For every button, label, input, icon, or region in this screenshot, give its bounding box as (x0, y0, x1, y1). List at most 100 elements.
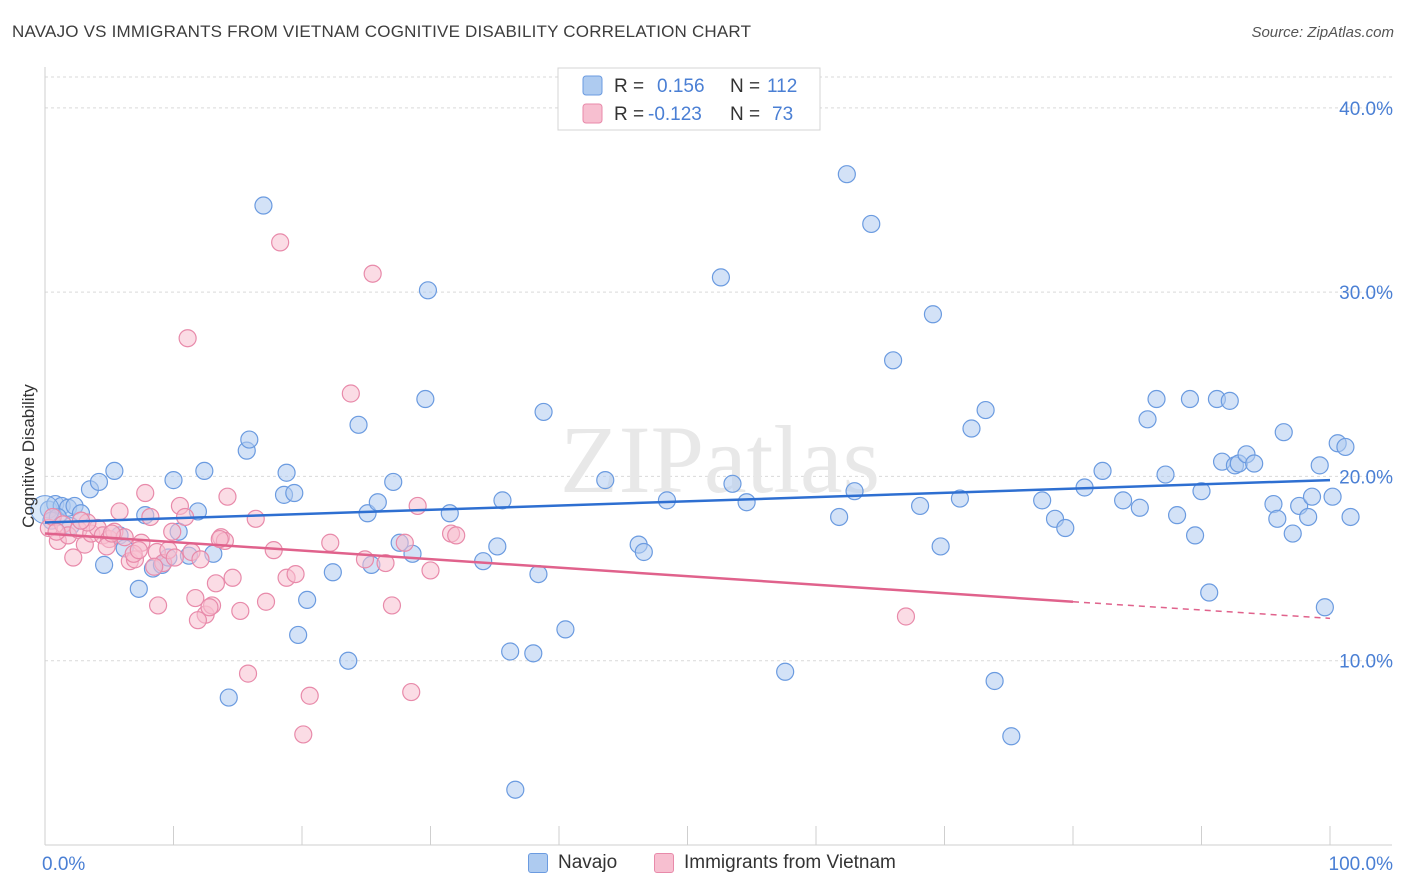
vietnam-point-56 (408, 496, 427, 516)
chart-source: Source: ZipAtlas.com (1251, 24, 1394, 41)
legend-swatch-vietnam-bottom (654, 853, 674, 873)
navajo-point-101 (1315, 598, 1334, 617)
navajo-point-40 (440, 504, 459, 523)
navajo-point-75 (1093, 461, 1112, 480)
legend-swatch-navajo-bottom (528, 853, 548, 873)
navajo-point-105 (1341, 507, 1360, 527)
y-tick-label-3: 40.0% (1339, 99, 1393, 120)
navajo-point-27 (289, 625, 308, 645)
vietnam-point-67 (188, 611, 208, 630)
legend-r-label-vietnam: R = (614, 104, 644, 125)
navajo-point-84 (1192, 482, 1211, 501)
navajo-point-34 (368, 493, 387, 512)
navajo-point-19 (195, 461, 214, 480)
navajo-point-69 (985, 671, 1004, 691)
navajo-point-80 (1156, 465, 1175, 484)
vietnam-point-66 (163, 522, 182, 541)
vietnam-point-48 (321, 533, 340, 552)
vietnam-point-71 (129, 541, 148, 560)
navajo-point-68 (976, 400, 995, 420)
vietnam-point-39 (238, 664, 258, 683)
navajo-point-67 (962, 419, 981, 438)
legend-bottom: Navajo Immigrants from Vietnam (0, 852, 1406, 878)
legend-item-vietnam: Immigrants from Vietnam (654, 852, 896, 874)
navajo-point-45 (506, 780, 525, 799)
navajo-trend-line (44, 478, 1331, 524)
legend-swatch-navajo (582, 75, 603, 96)
vietnam-trend-line-dashed (1072, 600, 1331, 620)
vietnam-point-43 (271, 233, 290, 252)
vietnam-point-13 (110, 502, 129, 521)
vietnam-point-65 (145, 557, 164, 576)
legend-r-value-vietnam: -0.123 (648, 104, 702, 125)
navajo-point-73 (1056, 518, 1075, 538)
vietnam-point-45 (286, 564, 305, 584)
navajo-point-58 (830, 507, 849, 527)
navajo-point-42 (488, 537, 507, 556)
vietnam-point-5 (64, 548, 83, 567)
vietnam-point-27 (178, 329, 197, 348)
navajo-point-44 (501, 642, 520, 661)
y-axis-label: Cognitive Disability (19, 384, 38, 528)
navajo-point-77 (1130, 498, 1149, 517)
navajo-point-31 (349, 415, 368, 434)
navajo-point-8 (95, 555, 114, 574)
axes (44, 67, 1392, 846)
navajo-point-66 (950, 489, 970, 508)
navajo-point-95 (1274, 423, 1293, 442)
navajo-point-64 (923, 305, 943, 324)
navajo-point-79 (1147, 389, 1166, 409)
vietnam-point-21 (148, 596, 168, 615)
legend-swatch-vietnam (582, 103, 603, 124)
navajo-point-98 (1299, 507, 1318, 527)
y-tick-label-1: 20.0% (1339, 467, 1393, 488)
vietnam-point-41 (256, 592, 276, 611)
navajo-point-47 (529, 564, 548, 584)
legend-r-value-navajo: 0.156 (657, 76, 705, 97)
legend-n-value-vietnam: 73 (772, 104, 793, 125)
navajo-point-92 (1245, 454, 1264, 473)
navajo-point-46 (524, 644, 543, 663)
legend-label-vietnam: Immigrants from Vietnam (684, 852, 896, 873)
navajo-point-55 (723, 474, 742, 493)
vietnam-point-47 (300, 686, 319, 705)
vietnam-point-46 (294, 725, 313, 744)
x-tick-labels: 0.0% 100.0% (42, 854, 1393, 875)
navajo-point-94 (1268, 509, 1287, 528)
navajo-point-53 (657, 491, 677, 510)
navajo-point-85 (1200, 583, 1219, 602)
vietnam-point-37 (223, 568, 242, 587)
navajo-point-59 (837, 165, 856, 184)
navajo-point-71 (1033, 491, 1052, 510)
navajo-point-54 (711, 268, 731, 287)
legend-item-navajo: Navajo (528, 852, 617, 874)
navajo-point-57 (776, 662, 795, 681)
vietnam-point-51 (363, 264, 382, 283)
navajo-point-38 (416, 389, 435, 409)
legend-top: R = 0.156 N = 112 R = -0.123 N = 73 (557, 67, 821, 131)
vietnam-point-30 (191, 550, 210, 569)
y-tick-label-2: 30.0% (1339, 283, 1393, 304)
navajo-point-70 (1002, 727, 1021, 746)
vietnam-trend-line (44, 532, 1074, 603)
navajo-point-29 (323, 563, 342, 582)
legend-n-label-navajo: N = (730, 76, 760, 97)
navajo-point-23 (254, 196, 273, 215)
legend-r-label-navajo: R = (614, 76, 644, 97)
navajo-point-99 (1302, 487, 1322, 506)
vietnam-point-72 (200, 598, 219, 617)
navajo-point-52 (634, 542, 653, 562)
vietnam-point-55 (402, 682, 421, 702)
navajo-point-76 (1114, 491, 1133, 510)
navajo-point-30 (339, 651, 358, 670)
navajo-point-78 (1138, 410, 1157, 429)
trend-lines (44, 478, 1331, 620)
legend-label-navajo: Navajo (558, 852, 618, 873)
navajo-point-104 (1336, 437, 1355, 457)
watermark: ZIPatlas (560, 406, 880, 513)
navajo-point-63 (910, 496, 930, 516)
navajo-point-49 (556, 620, 575, 639)
navajo-point-82 (1180, 389, 1200, 409)
y-tick-labels: 10.0% 20.0% 30.0% 40.0% (1339, 99, 1393, 673)
vietnam-point-52 (376, 553, 395, 573)
